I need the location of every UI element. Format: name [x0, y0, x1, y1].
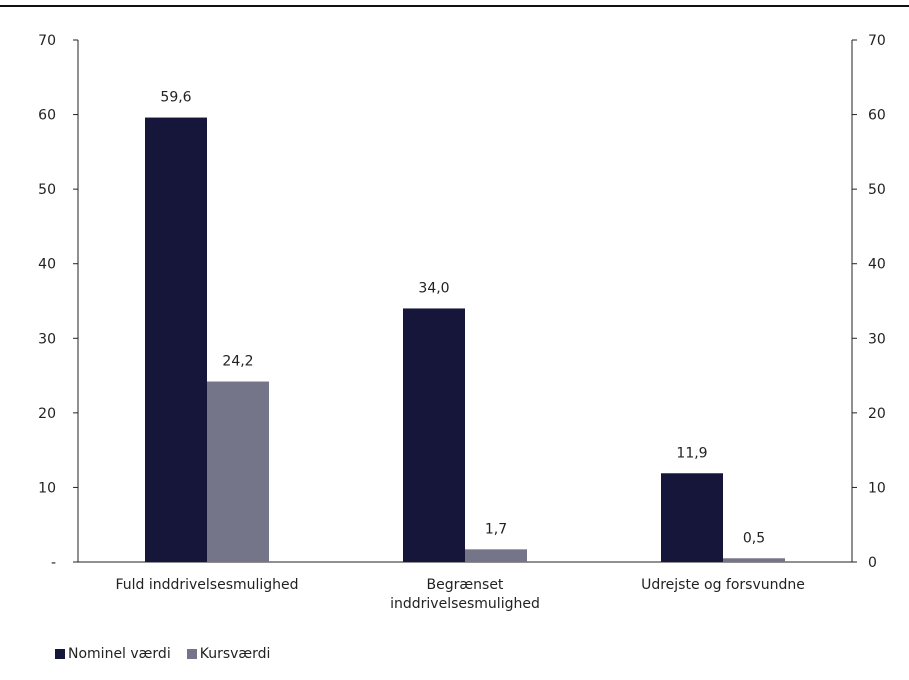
y-tick-label-left: 60 — [38, 108, 56, 124]
legend: Nominel værdi Kursværdi — [55, 646, 286, 662]
y-tick-label-left: 10 — [38, 480, 56, 496]
y-tick-label-left: 50 — [38, 182, 56, 198]
x-category-label: Fuld inddrivelsesmulighed — [115, 577, 298, 593]
data-label: 1,7 — [485, 521, 507, 537]
bar — [723, 558, 785, 562]
bar — [145, 117, 207, 562]
y-tick-label-left: 40 — [38, 257, 56, 273]
y-tick-label-left: 20 — [38, 406, 56, 422]
legend-label-kurs: Kursværdi — [199, 646, 271, 662]
legend-swatch-kurs — [186, 649, 197, 659]
data-label: 0,5 — [743, 530, 765, 546]
y-tick-label-right: 20 — [868, 406, 886, 422]
y-tick-label-right: 30 — [868, 331, 886, 347]
y-tick-label-right: 10 — [868, 480, 886, 496]
y-tick-label-left: 30 — [38, 331, 56, 347]
data-label: 11,9 — [676, 445, 707, 461]
data-label: 34,0 — [418, 280, 449, 296]
bar — [661, 473, 723, 562]
x-category-label: inddrivelsesmulighed — [390, 596, 540, 612]
top-rule — [0, 5, 909, 7]
y-tick-label-right: 60 — [868, 108, 886, 124]
legend-item-nominel: Nominel værdi — [55, 646, 171, 662]
data-label: 59,6 — [160, 90, 191, 106]
data-label: 24,2 — [222, 354, 253, 370]
x-category-label: Begrænset — [427, 577, 504, 593]
bar — [465, 549, 527, 562]
x-category-label: Udrejste og forsvundne — [641, 577, 805, 593]
legend-swatch-nominel — [55, 649, 65, 659]
legend-item-kurs: Kursværdi — [186, 646, 271, 662]
y-tick-label-right: 40 — [868, 257, 886, 273]
bar — [403, 308, 465, 562]
legend-label-nominel: Nominel værdi — [68, 646, 171, 662]
y-tick-label-right: 70 — [868, 33, 886, 49]
bar — [207, 381, 269, 562]
y-tick-label-right: 50 — [868, 182, 886, 198]
y-tick-label-left: - — [51, 555, 56, 571]
y-tick-label-right: 0 — [868, 555, 877, 571]
y-tick-label-left: 70 — [38, 33, 56, 49]
bar-chart: - 0 10 10 20 20 30 30 40 40 50 50 60 60 70 70 59,6 24,2 Fu… — [38, 33, 886, 612]
